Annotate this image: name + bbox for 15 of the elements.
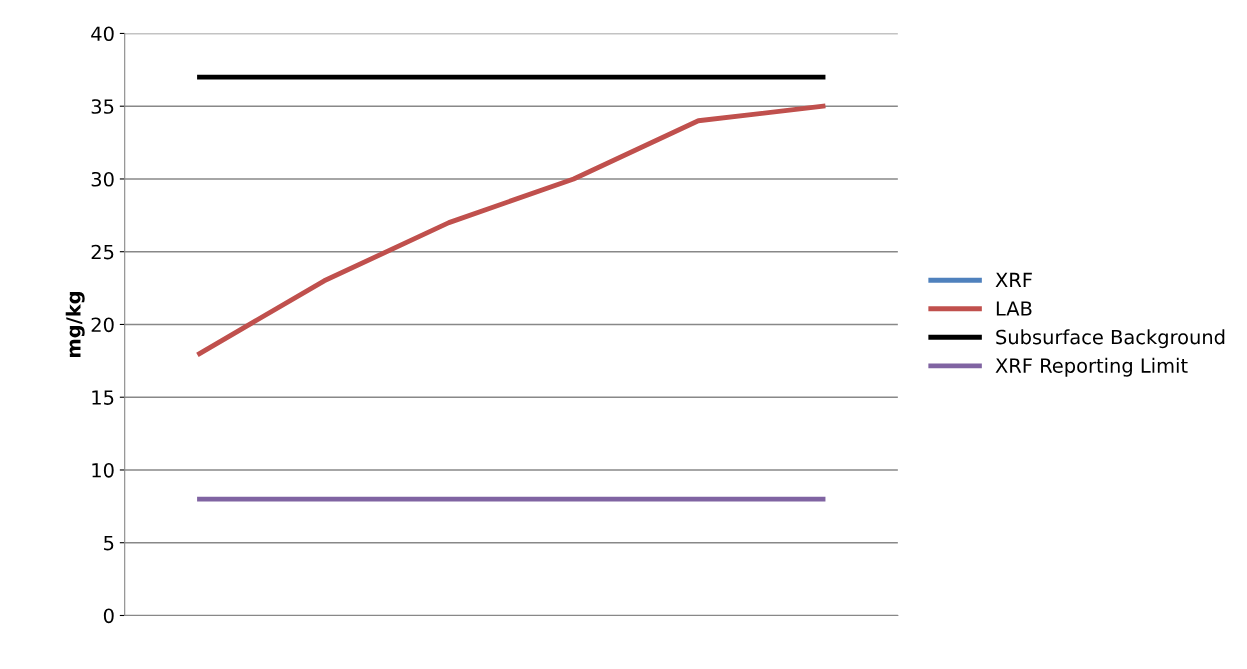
y-tick-label: 35 — [91, 99, 114, 114]
legend-label: XRF Reporting Limit — [995, 357, 1188, 377]
y-tick-label: 25 — [91, 244, 114, 260]
legend-label: Subsurface Background — [996, 329, 1225, 349]
y-tick-label: 0 — [103, 608, 114, 624]
legend-label: XRF — [995, 272, 1032, 288]
y-tick-label: 15 — [92, 390, 114, 405]
y-axis-title: mg/kg — [65, 292, 85, 357]
y-tick-label: 40 — [91, 26, 114, 42]
legend-label: LAB — [996, 301, 1032, 316]
y-tick-label: 20 — [91, 317, 114, 333]
y-tick-label: 10 — [92, 462, 114, 478]
y-tick-label: 30 — [91, 171, 114, 187]
y-tick-label: 5 — [104, 535, 114, 551]
line-series — [197, 103, 826, 356]
